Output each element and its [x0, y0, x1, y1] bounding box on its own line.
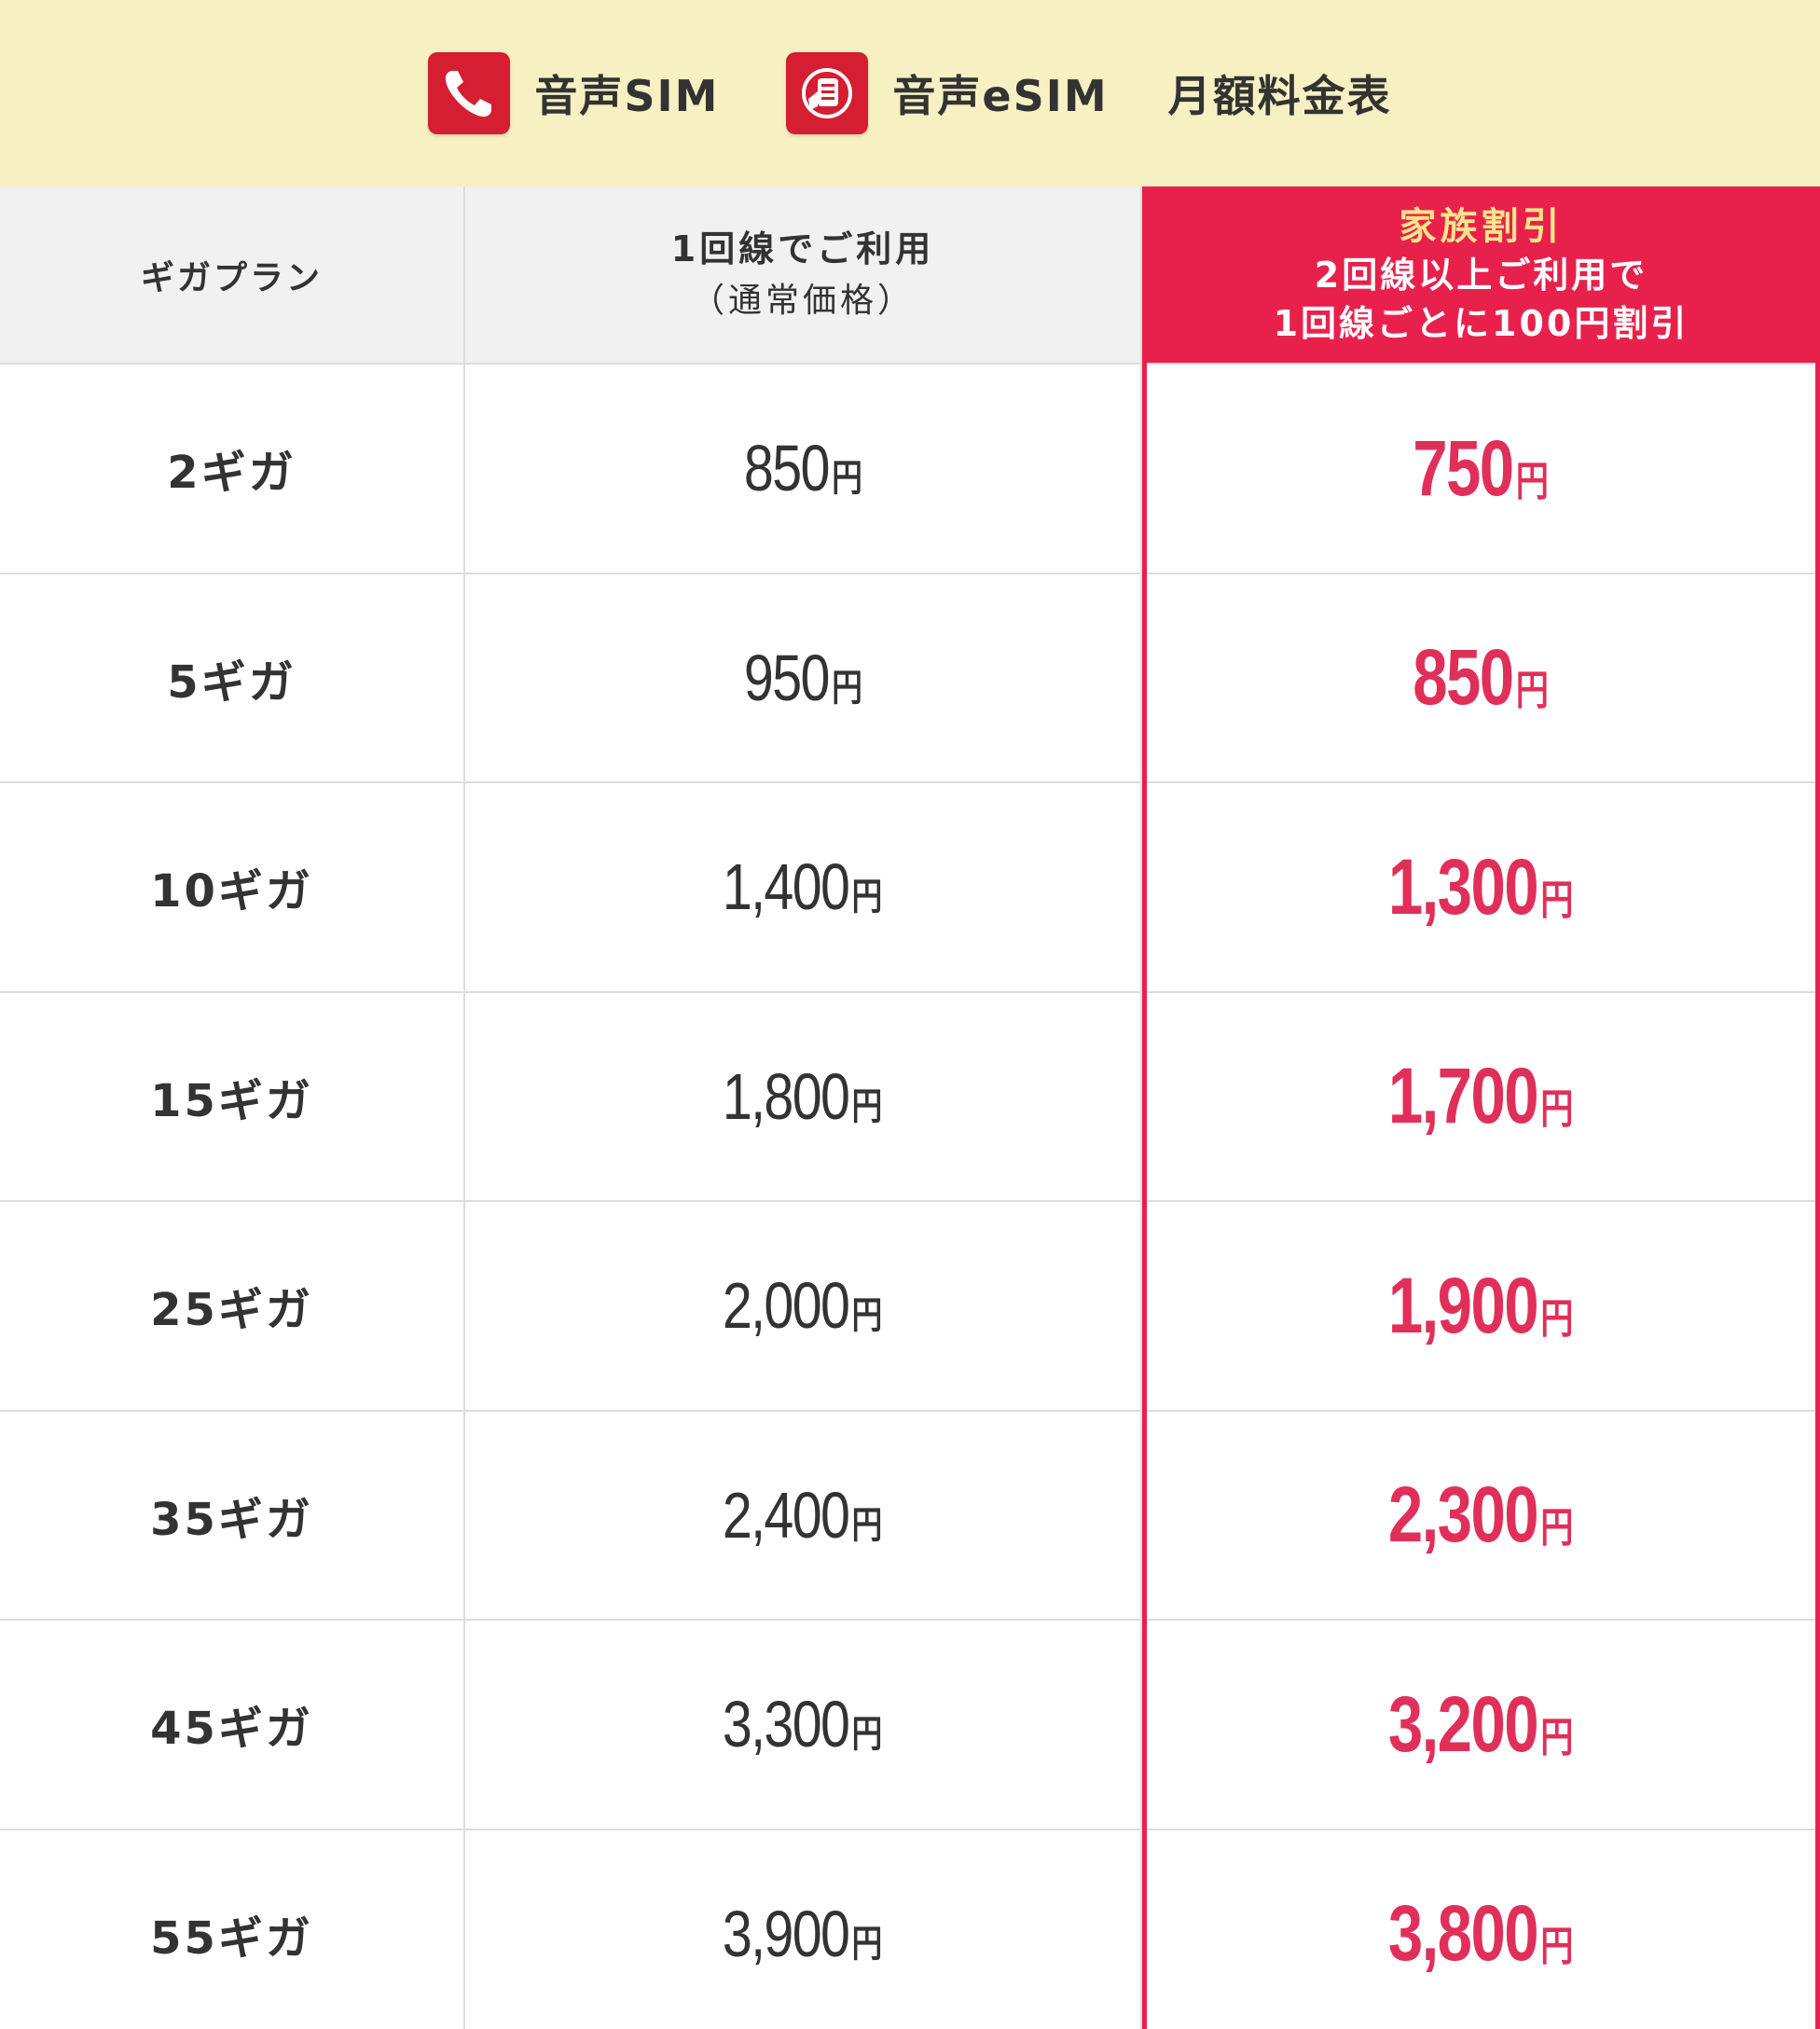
family-price-cell: 1,900円 — [1142, 1201, 1820, 1411]
row-divider — [0, 781, 1820, 783]
family-price-value: 1,900円 — [1388, 1261, 1574, 1349]
plan-name-cell: 10ギガ — [150, 865, 313, 918]
yen-unit: 円 — [1516, 668, 1550, 714]
normal-price-value: 3,900円 — [723, 1897, 883, 1970]
yen-unit: 円 — [1540, 1295, 1574, 1342]
normal-price-value: 2,000円 — [723, 1269, 883, 1343]
family-price-cell: 850円 — [1142, 573, 1820, 783]
yen-unit: 円 — [851, 1085, 883, 1127]
yen-unit: 円 — [1516, 458, 1550, 504]
yen-unit: 円 — [1540, 876, 1574, 923]
voice-esim-label: 音声eSIM — [892, 71, 1109, 121]
family-price-cell: 3,200円 — [1142, 1620, 1820, 1829]
normal-price-cell: 3,900円 — [465, 1829, 1140, 2029]
phone-icon — [428, 52, 511, 134]
normal-price-value: 1,800円 — [723, 1059, 883, 1133]
family-price-value: 850円 — [1413, 633, 1550, 722]
yen-unit: 円 — [1540, 1924, 1574, 1970]
yen-unit: 円 — [851, 1295, 883, 1337]
normal-price-cell: 2,000円 — [465, 1201, 1140, 1411]
normal-price-cell: 2,400円 — [465, 1411, 1140, 1621]
normal-price-cell: 3,300円 — [465, 1620, 1140, 1829]
row-divider — [0, 990, 1820, 993]
family-price-value: 3,200円 — [1388, 1679, 1574, 1768]
plan-name-cell: 55ギガ — [150, 1912, 313, 1965]
normal-price-cell: 1,800円 — [465, 992, 1140, 1202]
family-price-value: 750円 — [1413, 423, 1550, 512]
column-header-family-discount: 家族割引 2回線以上ご利用で 1回線ごとに100円割引 — [1142, 186, 1820, 364]
family-price-cell: 1,300円 — [1142, 782, 1820, 992]
normal-price-cell: 950円 — [465, 573, 1140, 783]
plan-name-cell: 2ギガ — [167, 447, 296, 500]
row-divider — [0, 1828, 1820, 1830]
normal-price-value: 2,400円 — [723, 1478, 883, 1552]
family-price-value: 3,800円 — [1388, 1889, 1574, 1978]
family-price-value: 2,300円 — [1388, 1470, 1574, 1559]
yen-unit: 円 — [1540, 1086, 1574, 1133]
column-header-family-line3: 1回線ごとに100円割引 — [1273, 303, 1689, 344]
column-header-normal-line1: 1回線でご利用 — [670, 228, 935, 269]
normal-price-cell: 850円 — [465, 364, 1140, 573]
row-divider — [0, 1619, 1820, 1621]
row-divider — [0, 572, 1820, 574]
family-price-cell: 3,800円 — [1142, 1829, 1820, 2029]
price-table: ギガプラン 1回線でご利用 （通常価格） 家族割引 2回線以上ご利用で 1回線ご… — [0, 186, 1820, 2029]
column-header-family-line1: 家族割引 — [1399, 205, 1564, 248]
family-price-cell: 750円 — [1142, 364, 1820, 573]
page-title: 月額料金表 — [1167, 71, 1392, 121]
yen-unit: 円 — [831, 458, 862, 500]
yen-unit: 円 — [851, 1714, 883, 1756]
normal-price-value: 1,400円 — [723, 850, 883, 924]
column-header-plan: ギガプラン — [0, 186, 463, 364]
column-header-family-line2: 2回線以上ご利用で — [1314, 255, 1648, 296]
title-banner: 音声SIM 音声eSIM 月額料金表 — [0, 0, 1820, 186]
normal-price-value: 850円 — [743, 432, 862, 505]
yen-unit: 円 — [851, 1923, 883, 1965]
row-divider — [0, 1200, 1820, 1202]
yen-unit: 円 — [851, 876, 883, 918]
plan-name-cell: 45ギガ — [150, 1703, 313, 1756]
voice-sim-group: 音声SIM — [428, 52, 719, 134]
plan-name-cell: 5ギガ — [167, 656, 296, 709]
yen-unit: 円 — [1540, 1505, 1574, 1552]
normal-price-value: 3,300円 — [723, 1688, 883, 1761]
column-divider — [1140, 186, 1142, 2029]
normal-price-value: 950円 — [743, 641, 862, 714]
row-divider — [0, 1409, 1820, 1412]
yen-unit: 円 — [831, 667, 862, 709]
family-price-cell: 1,700円 — [1142, 992, 1820, 1202]
plan-name-cell: 15ギガ — [150, 1074, 313, 1127]
column-header-normal-price: 1回線でご利用 （通常価格） — [465, 186, 1140, 364]
yen-unit: 円 — [851, 1504, 883, 1546]
family-price-value: 1,700円 — [1388, 1052, 1574, 1140]
plan-name-cell: 25ギガ — [150, 1284, 313, 1337]
esim-hand-icon — [786, 52, 869, 134]
plan-name-cell: 35ギガ — [150, 1493, 313, 1546]
family-price-value: 1,300円 — [1388, 842, 1574, 931]
family-price-cell: 2,300円 — [1142, 1411, 1820, 1621]
row-divider — [0, 363, 1820, 365]
voice-sim-label: 音声SIM — [534, 71, 720, 121]
column-divider — [463, 186, 465, 2029]
voice-esim-group: 音声eSIM — [786, 52, 1108, 134]
column-header-normal-line2: （通常価格） — [690, 282, 915, 320]
yen-unit: 円 — [1540, 1714, 1574, 1760]
normal-price-cell: 1,400円 — [465, 782, 1140, 992]
